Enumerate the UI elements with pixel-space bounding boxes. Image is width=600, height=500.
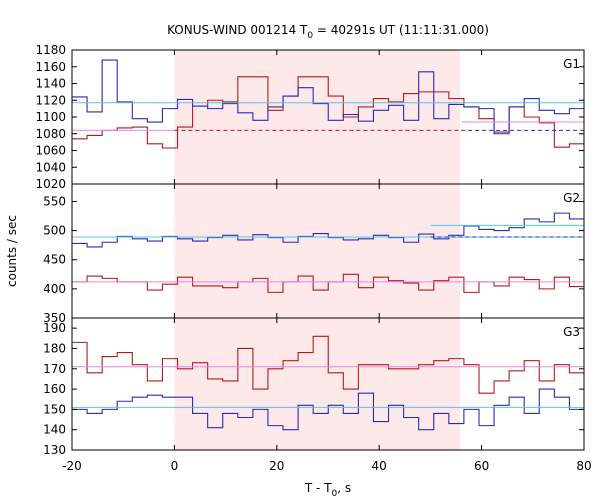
series-histogram-blue-1	[72, 388, 584, 431]
panel-g1: 1020 1040 1060 1080 1100 1120 1140 1160 1180 G1	[35, 43, 585, 191]
x-tick-label: 0	[171, 459, 179, 473]
plot-layer: 1020 1040 1060 1080 1100 1120 1140 1160 1180 G1 35…	[35, 43, 591, 473]
chart-title: KONUS-WIND 001214 T0 = 40291s UT (11:11:…	[167, 23, 489, 41]
y-tick-label: 1080	[35, 127, 66, 141]
y-tick-label: 190	[43, 321, 66, 335]
panel-label: G2	[563, 191, 580, 205]
y-tick-label: 550	[43, 194, 66, 208]
y-tick-label: 180	[43, 341, 66, 355]
y-tick-label: 400	[43, 282, 66, 296]
y-tick-label: 1060	[35, 144, 66, 158]
y-tick-label: 1140	[35, 77, 66, 91]
y-tick-label: 1120	[35, 93, 66, 107]
x-axis-label: T - T0, s	[304, 481, 351, 499]
shaded-interval	[174, 50, 461, 450]
series-histogram-blue-1	[72, 212, 584, 248]
y-tick-label: 1020	[35, 177, 66, 191]
y-tick-label: 450	[43, 253, 66, 267]
y-tick-label: 500	[43, 224, 66, 238]
y-tick-label: 140	[43, 423, 66, 437]
panel-g3: 130 140 150 160 170 180 190 G3	[43, 317, 585, 457]
series-histogram-red-0	[72, 76, 584, 149]
y-tick-label: 1100	[35, 110, 66, 124]
x-tick-label: -20	[62, 459, 82, 473]
series-histogram-blue-1	[72, 59, 584, 135]
y-tick-label: 1040	[35, 160, 66, 174]
y-tick-label: 170	[43, 362, 66, 376]
series-histogram-red-0	[72, 335, 584, 394]
x-tick-label: 60	[474, 459, 489, 473]
y-axis-label: counts / sec	[5, 215, 19, 287]
y-tick-label: 1180	[35, 43, 66, 57]
panel-label: G3	[563, 325, 580, 339]
y-tick-label: 350	[43, 311, 66, 325]
x-tick-label: 80	[576, 459, 591, 473]
x-tick-label: 20	[269, 459, 284, 473]
y-tick-label: 1160	[35, 60, 66, 74]
y-tick-label: 160	[43, 382, 66, 396]
y-tick-label: 130	[43, 443, 66, 457]
panel-label: G1	[563, 57, 580, 71]
panel-frame	[71, 317, 585, 451]
y-tick-label: 150	[43, 402, 66, 416]
x-tick-label: 40	[372, 459, 387, 473]
